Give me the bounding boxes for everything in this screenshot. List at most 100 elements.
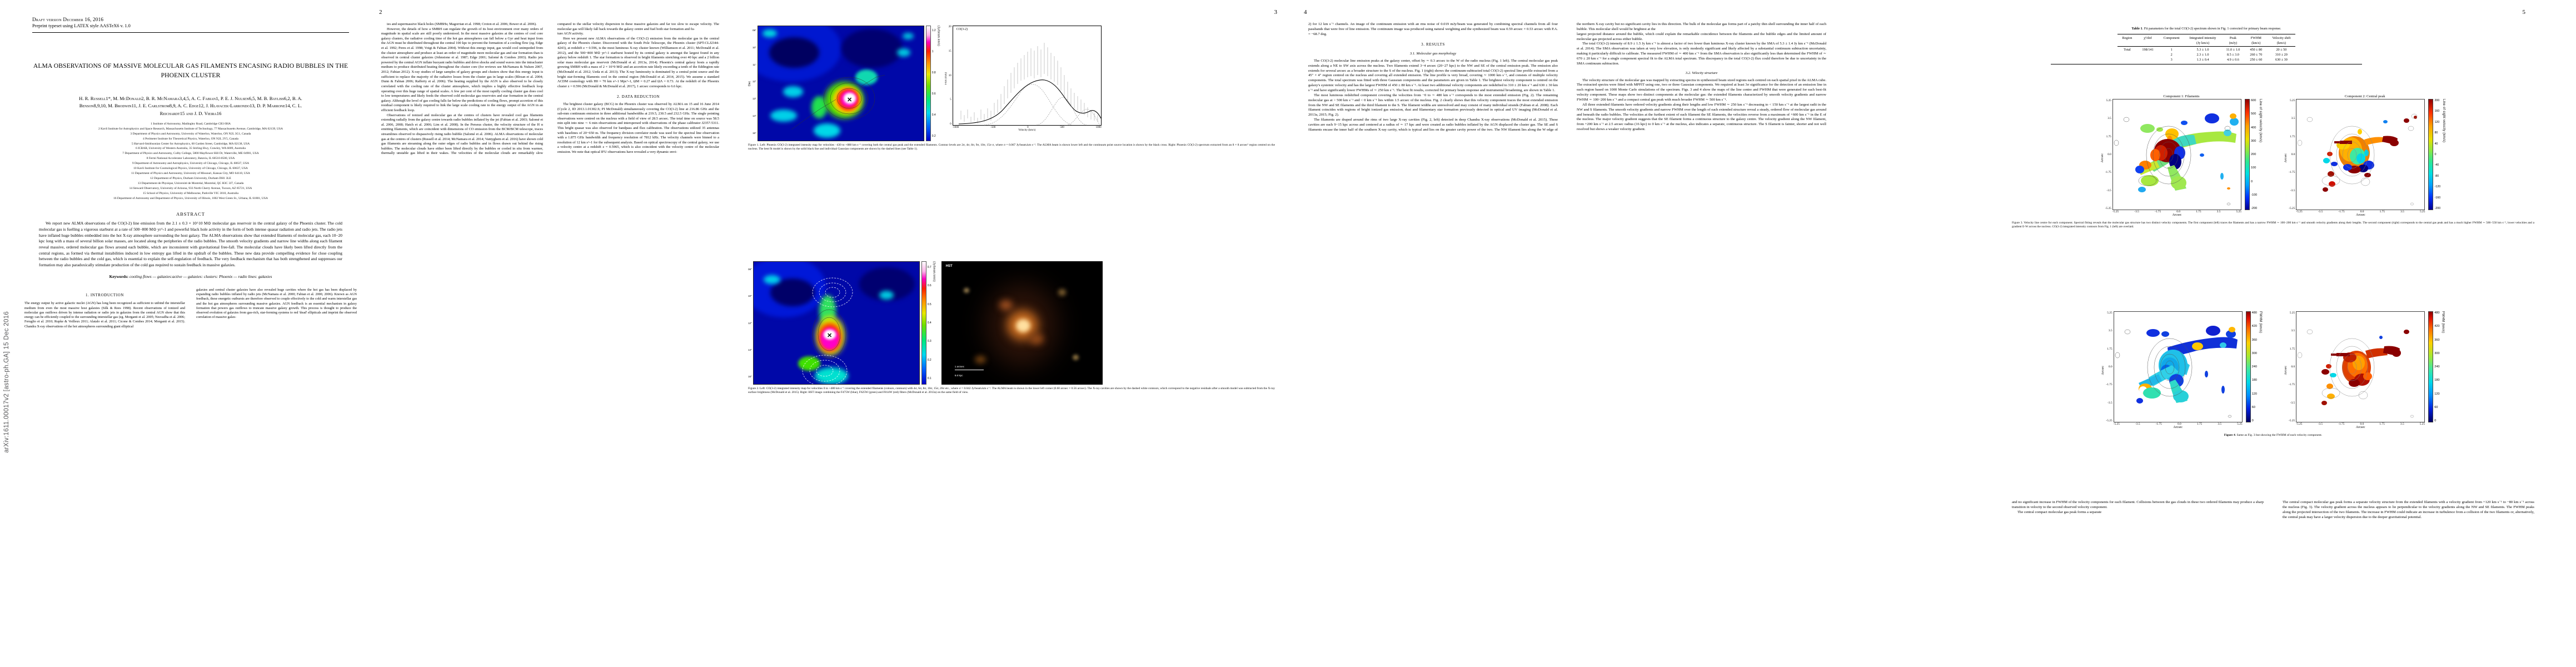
colorbar-tick-labels: 600 500 400 300 200 100 0 -100 -200 (2251, 99, 2257, 210)
colorbar-unit-label: (Jy/beam.km/s) (936, 26, 940, 46)
ytick: -1.75 (2105, 171, 2111, 175)
cell-region (2117, 52, 2137, 57)
section-heading-results: 3. RESULTS (1421, 42, 1445, 47)
xtick: 1.75 (2379, 422, 2385, 426)
affiliation-item: 7 Department of Physics and Astronomy, C… (122, 152, 259, 156)
th-velocity-shift: Velocity shift (2267, 34, 2296, 41)
colorbar-axis-label: FWHM (km/s) (2441, 311, 2445, 334)
figure-3-p1-y-ticks: 5.25 3.5 1.75 0.0 -1.75 -3.5 -5.25 (2105, 99, 2111, 210)
co32-spectrum-plot: CO(3-2) (952, 26, 1102, 126)
page-title: arXiv:1611.00017v2 [astro-ph.GA] 15 Dec … (0, 0, 367, 667)
figure-3-panel1-title: Component 1: Filaments (2163, 94, 2200, 98)
affiliation-item: 13 Departement de Physique, Université d… (137, 181, 244, 185)
cell-component: 3 (2170, 58, 2173, 62)
ytick: -1.75 (2289, 171, 2295, 175)
xtick: -3.5 (2318, 210, 2323, 213)
th-chi2dof: χ²/dof (2137, 34, 2159, 41)
xtick: -3.5 (2135, 422, 2140, 426)
cell-fwhm: 260 ± 70 (2250, 52, 2263, 57)
figure-3-p2-y-ticks: 5.25 3.5 1.75 0.0 -1.75 -3.5 -5.25 (2289, 99, 2295, 210)
figure-3-panel2-title: Component 2: Central peak (2344, 94, 2385, 98)
figure-4: Arcsec 5.25 3.5 1.75 0.0 -1.75 -3.5 -5.2… (2012, 311, 2534, 438)
figure-2-dec-ticks: 08" 10" 12" 14" 16" (748, 261, 752, 378)
affiliation-list: 1 Institute of Astronomy, Madingley Road… (24, 122, 357, 201)
page-2-body: ies and supermassive black holes (SMBHs;… (381, 22, 719, 657)
figure-4-panel-2: Arcsec 5.25 3.5 1.75 0.0 -1.75 -3.5 -5.2… (2284, 311, 2445, 429)
dec-tick: 13" (753, 97, 756, 101)
figure-1-colorbar: 1.2 1 0.8 0.6 0.4 0.2 (Jy/beam.km/s) (925, 26, 940, 141)
colorbar-gradient (921, 261, 926, 385)
ytick: 1.75 (2290, 135, 2295, 138)
cbar-tick: 0 (2251, 419, 2254, 422)
th-unit (2137, 41, 2159, 47)
p2-col2-para-3: The brightest cluster galaxy (BCG) in th… (557, 102, 719, 155)
figure-1-y-axis-label: Dec (748, 81, 751, 86)
colorbar-gradient (2428, 311, 2434, 422)
abstract-heading: ABSTRACT (176, 212, 205, 217)
cbar-tick: 0.8 (931, 71, 936, 74)
cbar-tick: 600 (2251, 99, 2256, 102)
keywords-text: cooling flows — galaxies:active — galaxi… (129, 273, 272, 279)
affiliation-item: 5 Harvard-Smithsonian Center for Astroph… (131, 142, 250, 146)
title-line-1: ALMA OBSERVATIONS OF MASSIVE MOLECULAR G… (33, 62, 348, 70)
affiliation-item: 9 Department of Astronomy and Astrophysi… (132, 162, 250, 166)
figure-3-p2-x-axis-label: Arcsec (2356, 213, 2365, 217)
xtick: 1.75 (2196, 422, 2203, 426)
cell-component: 1 (2170, 47, 2173, 52)
figure-4-label: Figure 4 (2224, 434, 2235, 437)
table-1-caption: Table 1. Fit parameters for the total CO… (2012, 27, 2401, 31)
figure-1: Dec 09" 10" 11" 12" 13" 14" 15" (748, 26, 1275, 152)
figure-4-p2-colorbar: 480 420 360 300 240 180 120 60 0 FWHM (k… (2428, 311, 2445, 422)
p5-col1-para-2: The central compact molecular gas peak f… (2017, 510, 2102, 514)
xtick: -1.75 (2338, 422, 2345, 426)
cbar-tick: 0.2 (927, 358, 931, 362)
cbar-tick: 60 (2251, 405, 2255, 409)
th-unit: (Jy km/s) (2184, 41, 2221, 47)
figure-3-p2-y-axis-label: Arcsec (2284, 153, 2288, 163)
spec-xtick: -1000 (952, 126, 959, 129)
th-unit (2117, 41, 2137, 47)
colorbar-tick-labels: 480 420 360 300 240 180 120 60 0 (2252, 311, 2257, 422)
spectrum-line-label: CO(3-2) (956, 28, 968, 31)
ytick: 3.5 (2107, 117, 2111, 121)
figure-1-caption: Figure 1. Left: Phoenix CO(3-2) integrat… (748, 143, 1275, 151)
p2-col1-para-1: ies and supermassive black holes (SMBHs;… (387, 22, 537, 26)
dec-tick: 10" (748, 295, 752, 298)
p4-col2-para-2: The total CO(3-2) intensity of 8.9 ± 1.5… (1577, 42, 1826, 66)
table-row: 3 1.3 ± 0.4 4.9 ± 0.6 250 ± 60 630 ± 30 (2117, 57, 2296, 62)
ytick: -5.25 (2106, 419, 2112, 422)
ytick: 5.25 (2106, 99, 2111, 102)
table-row: 2 2.3 ± 1.0 8.5 ± 3.0 260 ± 70 310 ± 20 (2117, 52, 2296, 57)
xtick: -3.5 (2134, 210, 2139, 213)
xtick: 5.25 (2237, 422, 2243, 426)
dec-tick: 12" (748, 321, 752, 325)
affiliation-item: 3 Department of Physics and Astronomy, U… (130, 132, 251, 136)
cbar-tick: 60 (2434, 405, 2438, 409)
ytick: -5.25 (2289, 206, 2295, 210)
ytick: -3.5 (2290, 401, 2295, 405)
figure-4-p1-y-ticks: 5.25 3.5 1.75 0.0 -1.75 -3.5 -5.25 (2106, 311, 2112, 422)
p2-col1-para-3: Observations of ionized and molecular ga… (381, 22, 719, 156)
preprint-line: Preprint typeset using LATEX style AASTe… (32, 23, 131, 28)
cell-intensity: 5.3 ± 1.0 (2196, 47, 2209, 52)
ytick: 3.5 (2108, 329, 2112, 333)
xray-cavity-contours: ✕ (802, 277, 853, 384)
xtick: 3.5 (2400, 422, 2404, 426)
ytick: -1.75 (2106, 383, 2112, 387)
spectrum-y-axis-label: Flux (mJy) (944, 72, 948, 85)
th-peak: Peak (2221, 34, 2245, 41)
ytick: 0.0 (2107, 152, 2111, 156)
author-line-1: H. R. Russell1*, M. McDonald2, B. R. McN… (79, 96, 302, 102)
page-5: 5 Table 1. Fit parameters for the total … (1845, 0, 2540, 667)
colorbar-tick-labels: 1.2 1 0.8 0.6 0.4 0.2 (932, 26, 936, 141)
colorbar-axis-label: Line of sight velocity (km/s) (2442, 99, 2446, 143)
cbar-tick: -100 (2251, 193, 2258, 197)
title-line-2: PHOENIX CLUSTER (161, 72, 221, 79)
xtick: -5.25 (2296, 422, 2303, 426)
xtick: 0.0 (2177, 422, 2181, 426)
ytick: 1.75 (2106, 135, 2111, 138)
xtick: 5.25 (2419, 422, 2425, 426)
cbar-tick: 1.2 (931, 29, 936, 32)
dec-tick: 09" (753, 29, 756, 32)
xtick: -1.75 (2154, 210, 2161, 213)
